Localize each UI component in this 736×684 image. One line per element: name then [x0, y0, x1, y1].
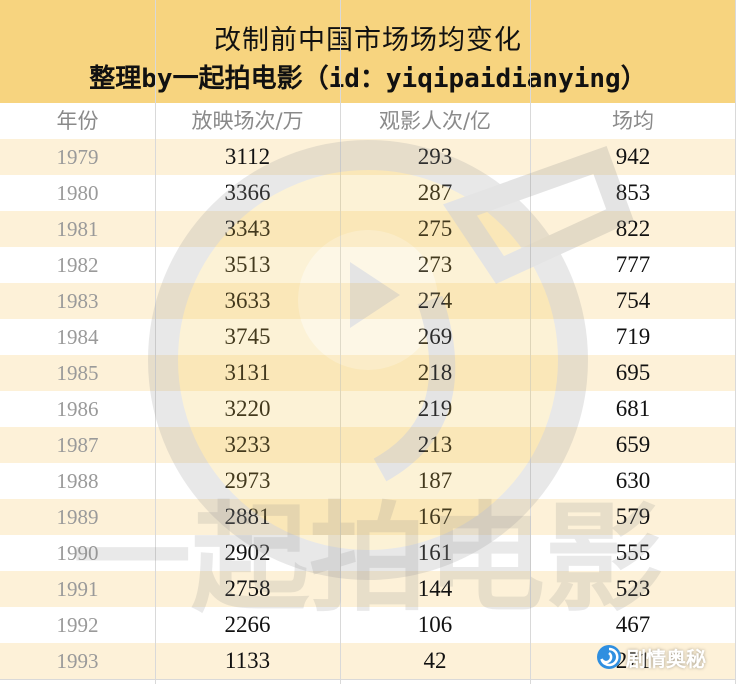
attendance-cell: 275	[417, 216, 453, 241]
attendance-cell: 269	[417, 324, 453, 349]
swirl-logo-icon	[597, 645, 621, 669]
attendance-cell: 106	[417, 612, 453, 637]
table-row: 1980 3366 287 853	[0, 175, 736, 212]
table-row: 1989 2881 167 579	[0, 499, 736, 536]
attendance-cell: 293	[417, 144, 453, 169]
attendance-cell: 161	[417, 540, 453, 565]
column-header-average: 场均	[612, 109, 654, 133]
screenings-cell: 3633	[224, 288, 271, 313]
year-cell: 1979	[56, 145, 99, 169]
table-row: 1990 2902 161 555	[0, 535, 736, 572]
year-cell: 1993	[56, 649, 99, 673]
year-cell: 1991	[56, 577, 99, 601]
attendance-cell: 287	[417, 180, 453, 205]
year-cell: 1986	[56, 397, 99, 421]
table-row: 1987 3233 213 659	[0, 427, 736, 464]
year-cell: 1988	[56, 469, 99, 493]
average-cell: 681	[615, 396, 651, 421]
year-cell: 1989	[56, 505, 99, 529]
column-header-screenings: 放映场次/万	[191, 109, 304, 133]
average-cell: 942	[615, 144, 651, 169]
year-cell: 1981	[56, 217, 99, 241]
attendance-cell: 218	[417, 360, 453, 385]
page-subtitle: 整理by一起拍电影（id：yiqipaidianying）	[89, 64, 647, 94]
average-cell: 719	[615, 324, 651, 349]
table-row: 1985 3131 218 695	[0, 355, 736, 392]
screenings-cell: 3220	[224, 396, 271, 421]
table-row: 1986 3220 219 681	[0, 391, 736, 428]
table-header-row: 年份 放映场次/万 观影人次/亿 场均	[0, 103, 736, 140]
average-cell: 467	[615, 612, 651, 637]
year-cell: 1985	[56, 361, 99, 385]
average-cell: 695	[615, 360, 651, 385]
attendance-cell: 42	[423, 648, 447, 673]
screenings-cell: 3233	[224, 432, 271, 457]
attendance-cell: 274	[417, 288, 453, 313]
average-cell: 523	[615, 576, 651, 601]
page-title: 改制前中国市场场均变化	[214, 25, 522, 56]
attendance-cell: 144	[417, 576, 453, 601]
average-cell: 822	[615, 216, 651, 241]
average-cell: 754	[615, 288, 651, 313]
screenings-cell: 2881	[224, 504, 271, 529]
average-cell: 579	[615, 504, 651, 529]
table-row: 1984 3745 269 719	[0, 319, 736, 356]
average-cell: 630	[615, 468, 651, 493]
screenings-cell: 2266	[224, 612, 271, 637]
column-header-attendance: 观影人次/亿	[378, 109, 492, 133]
year-cell: 1982	[56, 253, 99, 277]
screenings-cell: 2758	[224, 576, 271, 601]
table-row: 1992 2266 106 467	[0, 607, 736, 644]
column-divider	[530, 0, 531, 684]
screenings-cell: 3112	[224, 144, 271, 169]
screenings-cell: 3366	[224, 180, 271, 205]
screenings-cell: 3343	[224, 216, 271, 241]
year-cell: 1980	[56, 181, 99, 205]
attendance-cell: 187	[417, 468, 453, 493]
year-cell: 1983	[56, 289, 99, 313]
average-cell: 853	[615, 180, 651, 205]
average-cell: 659	[615, 432, 651, 457]
table-row: 1988 2973 187 630	[0, 463, 736, 500]
column-divider	[340, 0, 341, 684]
table-row: 1981 3343 275 822	[0, 211, 736, 248]
screenings-cell: 3745	[224, 324, 271, 349]
table-row: 1979 3112 293 942	[0, 139, 736, 176]
screenings-cell: 3513	[224, 252, 271, 277]
column-divider	[155, 0, 156, 684]
attendance-cell: 219	[417, 396, 453, 421]
average-cell: 777	[615, 252, 651, 277]
average-cell: 555	[615, 540, 651, 565]
year-cell: 1984	[56, 325, 99, 349]
table-row: 1982 3513 273 777	[0, 247, 736, 284]
source-badge: 剧情奥秘	[594, 642, 712, 672]
column-header-year: 年份	[56, 109, 99, 133]
title-block: 改制前中国市场场均变化 整理by一起拍电影（id：yiqipaidianying…	[0, 0, 736, 104]
year-cell: 1990	[56, 541, 99, 565]
screenings-cell: 2902	[224, 540, 271, 565]
year-cell: 1987	[56, 433, 99, 457]
screenings-cell: 1133	[224, 648, 271, 673]
attendance-cell: 273	[417, 252, 453, 277]
screenings-cell: 3131	[224, 360, 271, 385]
year-cell: 1992	[56, 613, 99, 637]
table-row: 1983 3633 274 754	[0, 283, 736, 320]
screenings-cell: 2973	[224, 468, 271, 493]
attendance-cell: 213	[417, 432, 453, 457]
attendance-cell: 167	[417, 504, 453, 529]
table-row: 1991 2758 144 523	[0, 571, 736, 608]
badge-text: 剧情奥秘	[626, 646, 706, 671]
average-cell: 271	[615, 648, 651, 673]
